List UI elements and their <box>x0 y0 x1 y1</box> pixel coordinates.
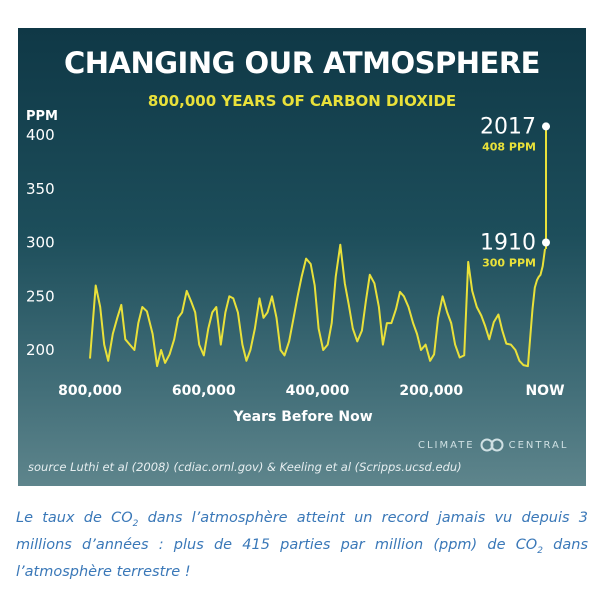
chart-subtitle: 800,000 YEARS OF CARBON DIOXIDE <box>147 92 457 110</box>
x-tick-label: 600,000 <box>172 383 236 399</box>
y-tick-label: 200 <box>26 341 55 359</box>
y-tick-label: 350 <box>26 180 55 198</box>
caption-text: Le taux de CO2 dans l’atmosphère atteint… <box>16 508 588 583</box>
caption-sub-1: 2 <box>132 518 139 529</box>
chart-title: CHANGING OUR ATMOSPHERE <box>63 46 541 80</box>
annotation-value: 408 PPM <box>482 140 536 153</box>
caption-part-2: dans l’atmosphère atteint un record jama… <box>16 510 588 553</box>
climate-central-brand: CLIMATE CENTRAL <box>418 438 568 452</box>
x-tick-label: 400,000 <box>286 383 350 399</box>
annotation-value: 300 PPM <box>482 257 536 270</box>
x-axis-label: Years Before Now <box>232 409 372 425</box>
y-tick-label: 300 <box>26 234 55 252</box>
brand-right-text: CENTRAL <box>508 439 569 451</box>
caption-part-3: dans l’atmosphère terrestre ! <box>16 536 588 580</box>
y-tick-label: 250 <box>26 287 55 305</box>
annotation-year: 1910 <box>480 231 536 256</box>
annotation-marker <box>542 122 550 131</box>
chart-panel: CHANGING OUR ATMOSPHERE 800,000 YEARS OF… <box>18 28 586 486</box>
y-axis-label: PPM <box>26 109 58 124</box>
co2-line-chart: PPM 200 250 300 350 400 800,000 600,000 400,00… <box>26 109 565 425</box>
caption-part-1: Le taux de CO <box>16 510 133 526</box>
x-tick-label: NOW <box>525 383 564 399</box>
source-note: source Luthi et al (2008) (cdiac.ornl.go… <box>28 460 462 474</box>
brand-left-text: CLIMATE <box>418 439 475 451</box>
climate-central-logo-icon <box>479 438 505 452</box>
x-tick-label: 200,000 <box>399 383 463 399</box>
x-tick-label: 800,000 <box>58 383 122 399</box>
y-tick-label: 400 <box>26 126 55 144</box>
annotation-year: 2017 <box>480 114 536 139</box>
annotation-marker <box>542 238 550 247</box>
co2-series-line <box>89 243 546 368</box>
caption-sub-2: 2 <box>537 545 543 556</box>
